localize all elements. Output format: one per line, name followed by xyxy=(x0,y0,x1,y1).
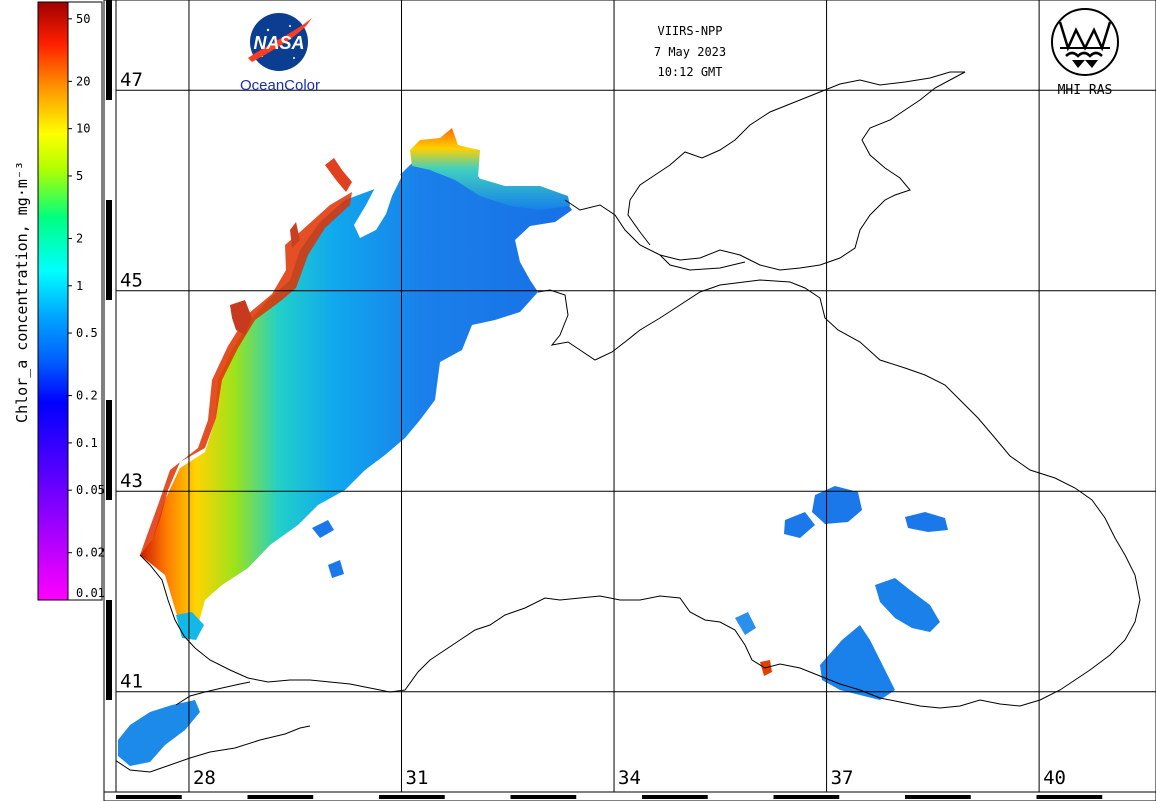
colorbar-label-panel xyxy=(67,1,103,601)
latitude-label: 45 xyxy=(120,270,143,292)
colorbar: 50 20 10 5 2 1 0.5 0.2 0.1 0.05 0.02 0.01 Chlor_a c… xyxy=(13,1,105,601)
coast-azov-spit xyxy=(659,254,746,271)
chlorophyll-north-coast xyxy=(410,128,570,210)
mhi-ras-logo: MHI RAS xyxy=(1051,8,1119,98)
longitude-label: 28 xyxy=(193,767,216,789)
colorbar-tick-label: 0.01 xyxy=(76,586,105,600)
chlorophyll-patch-6 xyxy=(735,612,756,635)
lagoon-razelm xyxy=(230,300,252,335)
coast-marmara xyxy=(114,725,311,773)
nasa-wordmark: NASA xyxy=(253,33,304,53)
chlorophyll-patch-4 xyxy=(875,578,940,632)
oceancolor-wordmark: OceanColor xyxy=(240,77,320,94)
ruler-left-segment xyxy=(106,200,112,300)
colorbar-title: Chlor_a concentration, mg·m⁻³ xyxy=(13,161,31,423)
chlorophyll-patch-5 xyxy=(820,625,895,700)
lagoon-dniester xyxy=(325,158,352,192)
chlorophyll-patch-8 xyxy=(312,520,334,538)
colorbar-ticks: 50 20 10 5 2 1 0.5 0.2 0.1 0.05 0.02 0.01 xyxy=(68,12,105,601)
longitude-label: 40 xyxy=(1043,767,1066,789)
ruler-bottom-segment xyxy=(642,795,708,799)
latitude-label: 41 xyxy=(120,671,143,693)
chlorophyll-patch-3 xyxy=(905,512,948,532)
chlorophyll-patch-1 xyxy=(812,486,862,524)
latitude-label: 43 xyxy=(120,470,143,492)
satellite-label: VIIRS-NPP xyxy=(657,24,722,38)
time-label: 10:12 GMT xyxy=(657,65,722,79)
longitude-label: 34 xyxy=(618,767,641,789)
colorbar-gradient xyxy=(37,1,69,601)
ruler-bottom-frame xyxy=(103,791,1156,801)
coast-marmara-north xyxy=(175,681,251,706)
coast-west xyxy=(139,554,185,637)
date-label: 7 May 2023 xyxy=(654,45,726,59)
ruler-bottom-segment xyxy=(116,795,182,799)
mhi-wordmark: MHI RAS xyxy=(1058,83,1113,98)
mhi-emblem-icon xyxy=(1051,8,1119,76)
latitude-label: 47 xyxy=(120,69,143,91)
ruler-left-segment xyxy=(106,0,112,100)
ruler-bottom-segment xyxy=(773,795,840,799)
lagoon-tiligul xyxy=(290,222,300,248)
colorbar-tick-label: 0.02 xyxy=(76,546,105,560)
chlorophyll-bosporus xyxy=(176,612,204,640)
map-area: 47 45 43 41 28 31 34 37 40 xyxy=(103,0,1156,801)
colorbar-tick-label: 0.05 xyxy=(76,483,105,497)
colorbar-tick-label: 10 xyxy=(76,122,90,136)
chlorophyll-patch-2 xyxy=(784,512,815,538)
coast-azov xyxy=(564,71,966,271)
coast-crimea xyxy=(183,279,1141,709)
colorbar-tick-label: 0.5 xyxy=(76,326,98,340)
chlorophyll-field xyxy=(118,128,948,766)
ruler-left-segment xyxy=(106,600,112,700)
colorbar-tick-label: 0.2 xyxy=(76,389,98,403)
ruler-bottom-segment xyxy=(510,795,577,799)
graticule xyxy=(116,0,1156,792)
header-info: VIIRS-NPP 7 May 2023 10:12 GMT xyxy=(654,24,726,79)
ruler-bottom-segment xyxy=(247,795,314,799)
chlorophyll-marmara xyxy=(118,700,200,766)
ruler-bottom-segment xyxy=(379,795,445,799)
ruler-bottom-segment xyxy=(1036,795,1103,799)
colorbar-tick-label: 20 xyxy=(76,74,90,88)
colorbar-tick-label: 50 xyxy=(76,12,90,26)
ruler-bottom-segment xyxy=(905,795,971,799)
chlorophyll-patch-9 xyxy=(328,560,344,578)
colorbar-tick-label: 2 xyxy=(76,231,83,245)
cloud-gap xyxy=(354,170,402,238)
nasa-oceancolor-logo: NASA OceanColor xyxy=(240,13,320,94)
ruler-left-segment xyxy=(106,400,112,500)
longitude-label: 31 xyxy=(406,767,429,789)
scale-ruler xyxy=(103,0,1156,801)
longitude-label: 37 xyxy=(831,767,854,789)
coastline xyxy=(114,71,1141,773)
colorbar-tick-label: 0.1 xyxy=(76,436,98,450)
graticule-labels: 47 45 43 41 28 31 34 37 40 xyxy=(120,69,1066,789)
colorbar-tick-label: 1 xyxy=(76,279,83,293)
chlorophyll-shelf xyxy=(140,145,572,636)
colorbar-tick-label: 5 xyxy=(76,169,83,183)
